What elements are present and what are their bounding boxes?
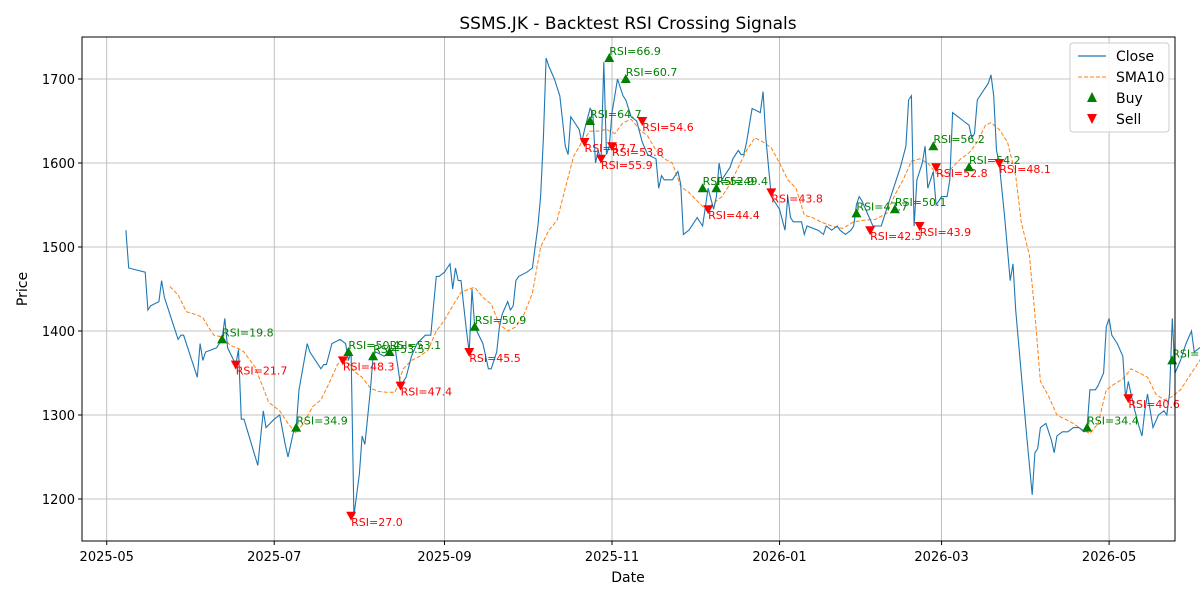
buy-marker (851, 208, 862, 218)
y-axis-title: Price (15, 272, 31, 306)
sma10-series (169, 118, 1200, 435)
sell-marker (346, 511, 357, 521)
sell-signal-label: RSI=42.5 (870, 230, 922, 243)
buy-marker (343, 347, 354, 356)
sell-marker (994, 159, 1005, 168)
sell-signal-label: RSI=53.8 (612, 146, 664, 159)
buy-signal-label: RSI=60.7 (626, 66, 678, 79)
legend-buy-swatch (1087, 92, 1097, 102)
buy-signal-label: RSI=56.2 (933, 133, 985, 146)
buy-marker (217, 334, 228, 344)
sell-marker (865, 226, 876, 236)
x-tick-label: 2026-01 (752, 550, 806, 565)
legend-sma10-label: SMA10 (1116, 70, 1164, 86)
sell-marker (1123, 394, 1134, 404)
buy-signal-label: RSI=53.1 (390, 339, 442, 352)
y-tick-label: 1500 (42, 241, 75, 256)
buy-signal-label: RSI=50.4 (348, 339, 400, 352)
sell-signal-label: RSI=48.3 (343, 360, 395, 373)
buy-signal-label: RSI=53.5 (373, 343, 425, 356)
x-tick-label: 2025-11 (585, 550, 639, 565)
buy-marker (585, 116, 596, 125)
y-axis-ticks: 1200 1300 1400 1500 1600 1700 (42, 73, 82, 508)
sell-marker (703, 205, 714, 215)
plot-frame (81, 36, 1176, 542)
buy-marker (604, 53, 615, 62)
sell-marker (914, 222, 925, 231)
sell-marker (766, 188, 777, 198)
legend-sell-swatch (1087, 114, 1097, 124)
x-tick-label: 2026-05 (1082, 550, 1136, 565)
sell-signal-label: RSI=48.1 (999, 163, 1051, 176)
x-tick-label: 2025-05 (80, 550, 134, 565)
sell-signal-label: RSI=44.4 (708, 209, 760, 222)
sma10-line (169, 118, 1200, 435)
buy-signal-label: RSI=19.8 (222, 326, 274, 339)
buy-marker (368, 351, 379, 361)
buy-marker (469, 321, 480, 331)
sell-signal-label: RSI=54.6 (642, 121, 694, 134)
buy-marker (697, 183, 708, 193)
buy-marker (711, 183, 722, 193)
sell-signal-label: RSI=47.4 (401, 386, 453, 399)
buy-signal-label: RSI=50.1 (895, 196, 947, 209)
buy-marker (964, 162, 975, 172)
buy-signal-label: RSI=34.9 (296, 415, 348, 428)
legend-box (1069, 42, 1170, 133)
sell-marker (464, 348, 475, 357)
sell-marker (395, 381, 406, 391)
sell-signal-label: RSI=27.0 (351, 516, 403, 529)
buy-signal-label: RSI=54.2 (969, 154, 1021, 167)
y-tick-label: 1700 (42, 73, 75, 88)
sell-signal-label: RSI=47.7 (585, 142, 637, 155)
buy-signal-label: RSI=49.4 (716, 175, 768, 188)
buy-signal-label: RSI=52.2 (1172, 347, 1200, 360)
y-tick-label: 1300 (42, 409, 75, 424)
sell-marker (596, 154, 607, 164)
x-tick-label: 2025-07 (247, 550, 301, 565)
sell-marker (230, 360, 241, 370)
buy-signal-label: RSI=66.9 (609, 45, 661, 58)
chart-title: SSMS.JK - Backtest RSI Crossing Signals (459, 14, 796, 34)
sell-marker (607, 142, 618, 152)
sell-marker (637, 117, 648, 126)
sell-marker (337, 356, 348, 366)
sell-signal-label: RSI=43.8 (771, 192, 823, 205)
x-axis-ticks: 2025-05 2025-07 2025-09 2025-11 2026-01 2026-… (80, 541, 1136, 565)
sell-marker (579, 138, 590, 147)
sell-signal-label: RSI=21.7 (236, 365, 288, 378)
buy-signal-label: RSI=34.4 (1087, 415, 1139, 428)
sell-markers: RSI=21.7 RSI=48.3 RSI=27.0 RSI=47.4 RSI=45.5… (230, 117, 1180, 529)
buy-signal-label: RSI=50.9 (475, 314, 527, 327)
x-axis-title: Date (611, 570, 644, 586)
buy-marker (928, 141, 939, 151)
buy-markers: RSI=19.8 RSI=34.9 RSI=50.4RSI=53.5RSI=53.1… (217, 45, 1200, 432)
buy-marker (620, 74, 631, 83)
buy-marker (384, 347, 395, 356)
sell-signal-label: RSI=43.9 (920, 226, 972, 239)
legend: Close SMA10 Buy Sell (1069, 42, 1170, 133)
legend-sell-label: Sell (1116, 112, 1141, 128)
sell-signal-label: RSI=40.6 (1128, 398, 1180, 411)
sell-signal-label: RSI=55.9 (601, 159, 653, 172)
legend-close-label: Close (1116, 49, 1154, 65)
sell-signal-label: RSI=52.8 (936, 167, 988, 180)
y-tick-label: 1200 (42, 493, 75, 508)
buy-marker (889, 204, 900, 214)
buy-marker (291, 422, 302, 432)
sell-marker (931, 163, 942, 173)
sell-signal-label: RSI=45.5 (469, 352, 521, 365)
buy-marker (1082, 422, 1093, 432)
buy-signal-label: RSI=64.7 (590, 108, 642, 121)
y-tick-label: 1400 (42, 325, 75, 340)
x-tick-label: 2025-09 (417, 550, 471, 565)
legend-buy-label: Buy (1116, 91, 1143, 107)
x-tick-label: 2026-03 (914, 550, 968, 565)
y-tick-label: 1600 (42, 157, 75, 172)
